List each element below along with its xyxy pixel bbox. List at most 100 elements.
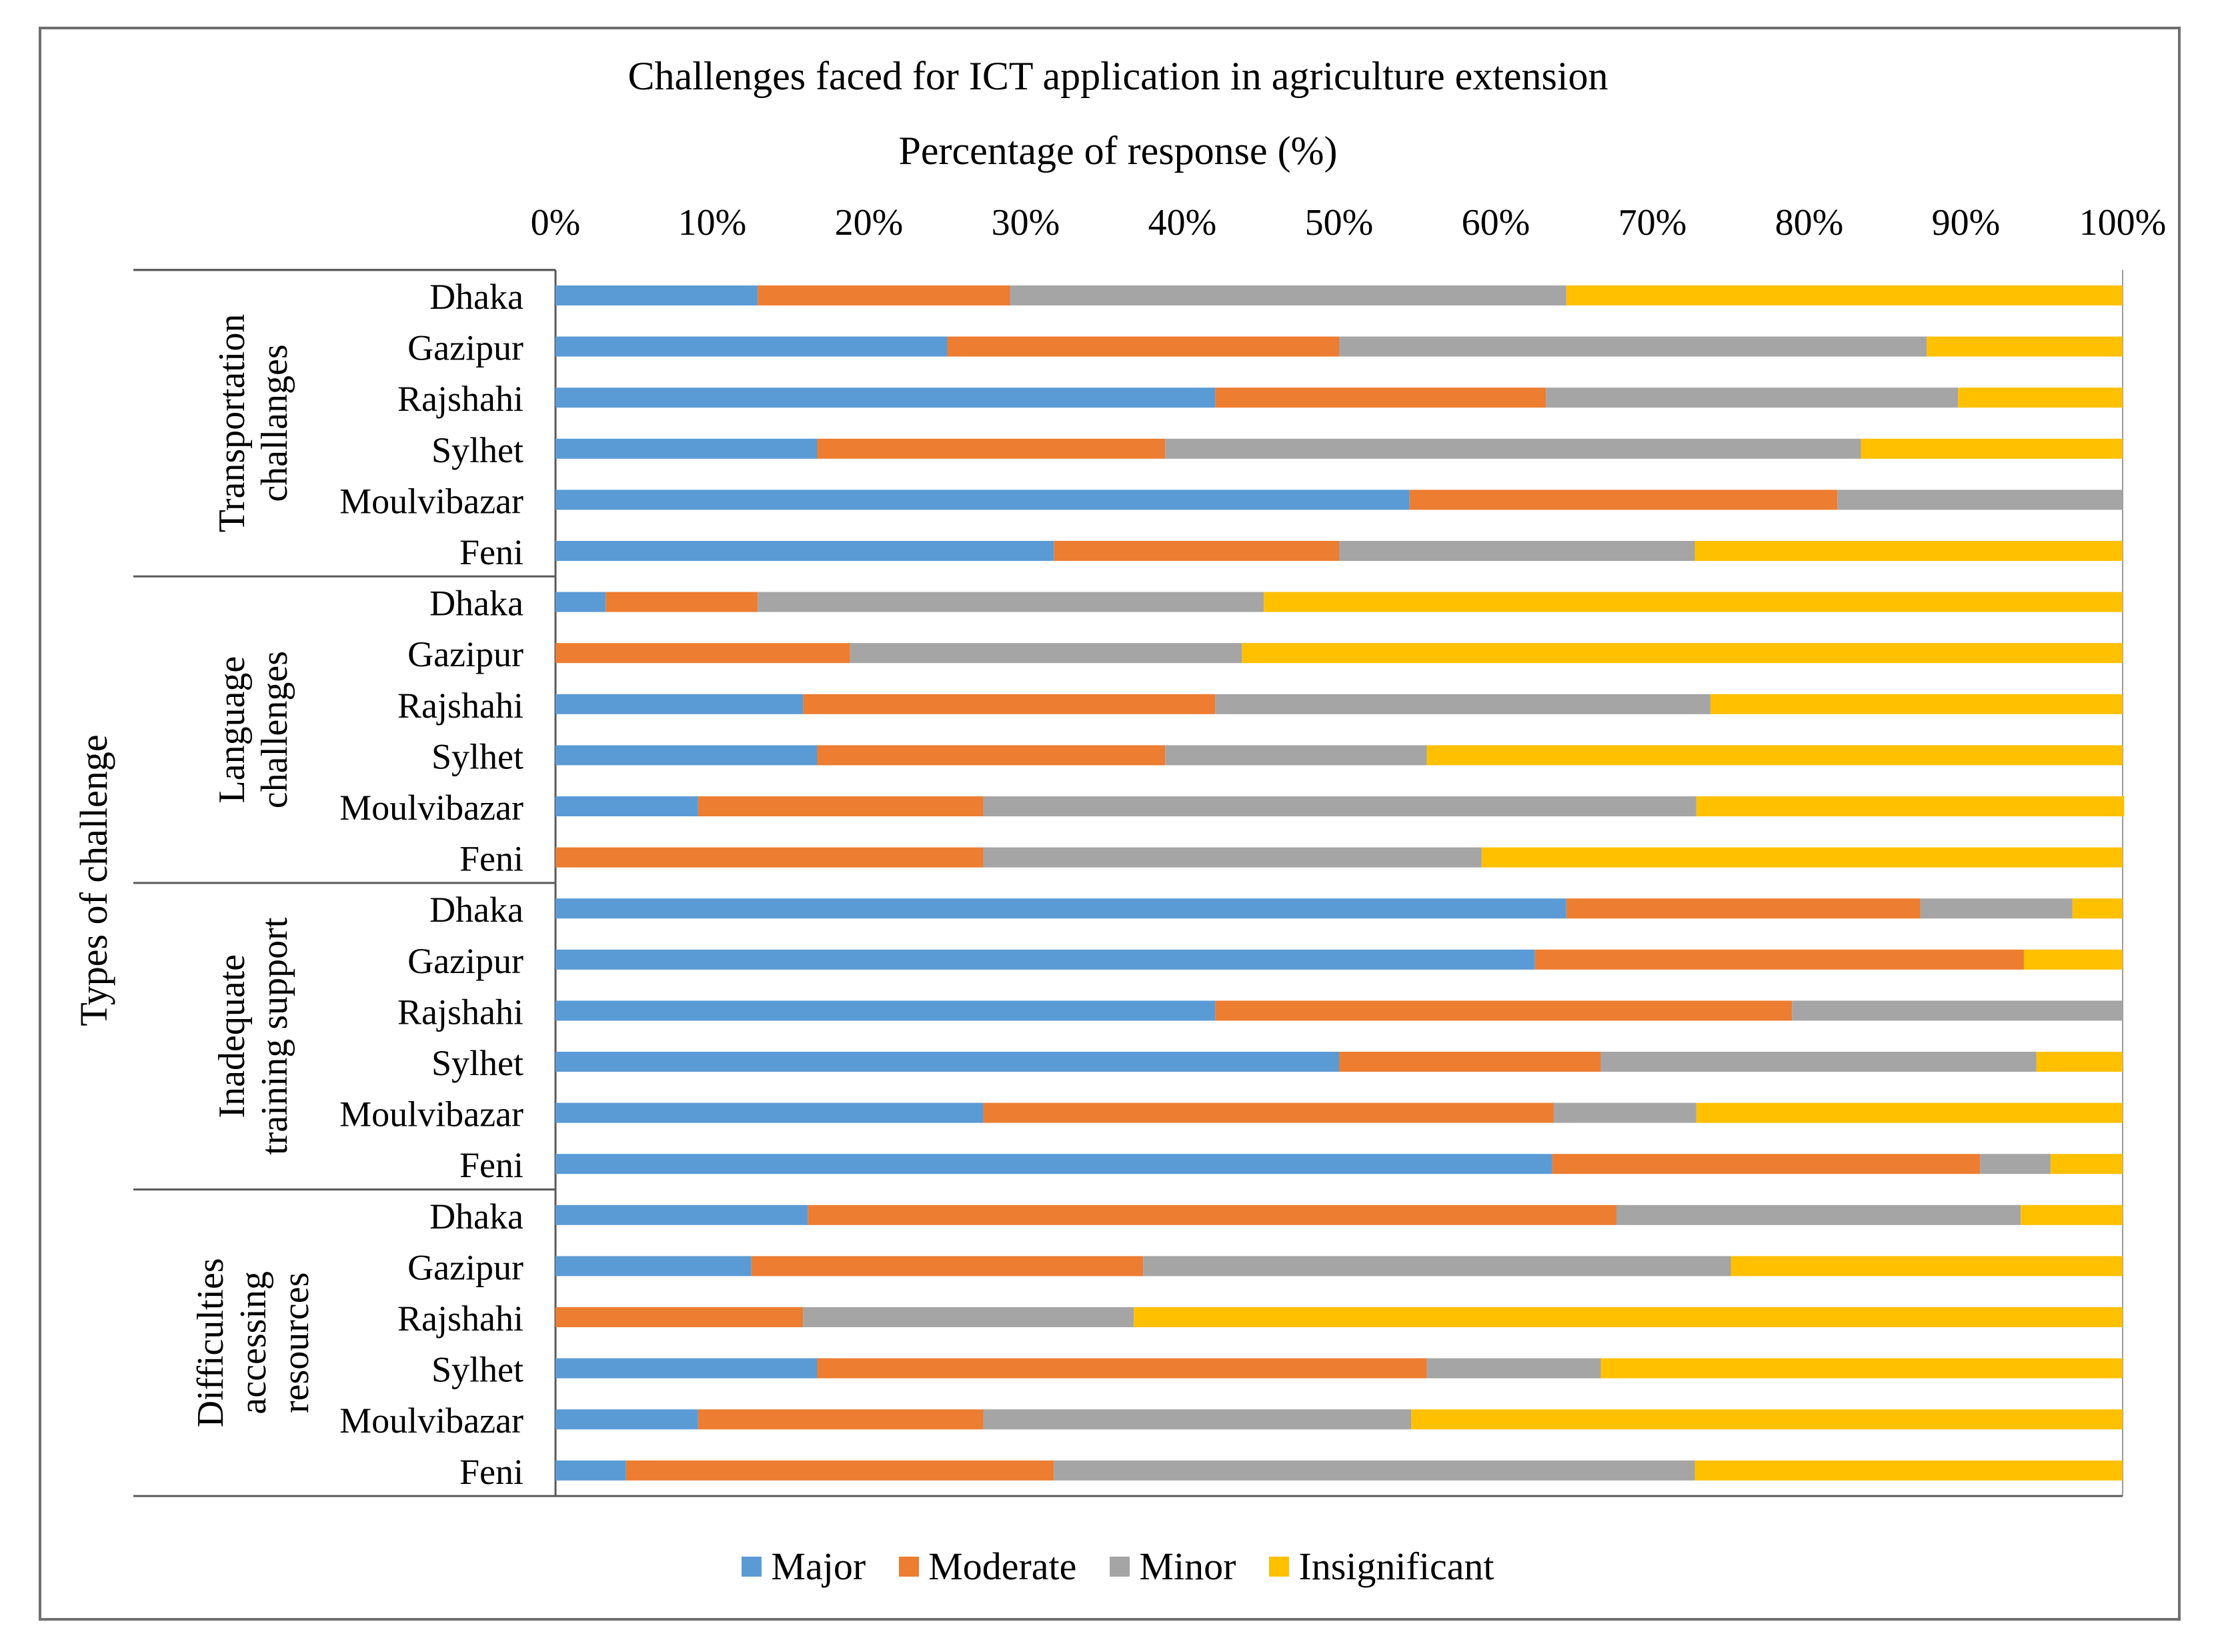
bar-segment-moderate (606, 592, 758, 612)
x-tick-label: 100% (2079, 202, 2167, 243)
x-tick-label: 80% (1775, 202, 1844, 243)
bar-segment-moderate (1215, 387, 1546, 408)
y-tick-label: Dhaka (429, 584, 523, 624)
bar-segment-minor (1920, 898, 2073, 919)
bar-segment-minor (1426, 1358, 1601, 1379)
y-tick-label: Sylhet (431, 736, 523, 776)
bar-segment-minor (1339, 541, 1695, 561)
y-tick-label: Dhaka (429, 1196, 523, 1236)
group-label-line: accessing (233, 1271, 274, 1415)
x-tick-label: 50% (1305, 202, 1374, 243)
legend-item: Insignificant (1269, 1544, 1494, 1589)
group-label-line: training support (254, 917, 295, 1155)
bar-segment-moderate (1339, 1052, 1601, 1072)
bar-segment-insignificant (2050, 1154, 2123, 1174)
bar-segment-insignificant (1566, 285, 2123, 305)
y-tick-label: Gazipur (407, 1247, 523, 1287)
y-tick-label: Dhaka (429, 890, 523, 930)
y-tick-label: Moulvibazar (339, 1094, 523, 1134)
labels-layer: 0% 10% 20% 30% 40% 50% 60% 70% 80% 90% 100% Dhaka Ga… (190, 202, 2166, 1492)
bar-segment-major (555, 387, 1216, 408)
bar-segment-moderate (1552, 1154, 1981, 1174)
bar-segment-major (555, 1460, 626, 1481)
bar-segment-insignificant (1927, 336, 2123, 357)
y-tick-label: Gazipur (407, 328, 523, 368)
bar-segment-major (555, 898, 1566, 919)
bar-segment-moderate (803, 694, 1216, 714)
group-label-line: Language (211, 656, 253, 804)
bar-segment-minor (1546, 387, 1959, 408)
bar-segment-moderate (698, 796, 984, 816)
bar-segment-insignificant (1134, 1307, 2123, 1327)
y-tick-label: Gazipur (407, 634, 523, 674)
legend-item: Minor (1110, 1544, 1236, 1589)
bar-segment-moderate (1566, 898, 1921, 919)
bar-segment-insignificant (1861, 438, 2123, 459)
x-tick-label: 70% (1618, 202, 1687, 243)
bar-segment-major (555, 694, 804, 714)
bar-segment-moderate (555, 1307, 804, 1327)
y-tick-label: Feni (459, 1452, 523, 1492)
bar-segment-minor (1837, 490, 2123, 510)
group-label-line: Inadequate (211, 954, 253, 1118)
legend-item: Major (742, 1544, 866, 1589)
bars-layer (555, 285, 2125, 1481)
x-tick-label: 10% (678, 202, 747, 243)
group-label: Transportationchallanges (211, 314, 295, 533)
x-axis-title: Percentage of response (%) (898, 129, 1338, 173)
bar-segment-insignificant (1242, 643, 2123, 664)
bar-segment-moderate (1409, 490, 1838, 510)
legend-label: Insignificant (1298, 1545, 1494, 1588)
y-tick-label: Feni (459, 839, 523, 879)
bar-segment-moderate (817, 438, 1166, 459)
legend-swatch (742, 1556, 762, 1577)
bar-segment-insignificant (1264, 592, 2123, 612)
bar-segment-minor (1010, 285, 1566, 305)
x-tick-label: 30% (992, 202, 1060, 243)
bar-segment-minor (803, 1307, 1134, 1327)
bar-segment-insignificant (1411, 1409, 2123, 1430)
group-label-line: resources (275, 1273, 317, 1413)
bar-segment-minor (1792, 1000, 2123, 1021)
bar-segment-minor (983, 796, 1697, 816)
bar-segment-insignificant (1426, 745, 2123, 766)
grid-layer (133, 269, 2123, 1497)
x-tick-label: 90% (1932, 202, 2001, 243)
x-tick-label: 40% (1148, 202, 1217, 243)
bar-segment-major (555, 1256, 752, 1277)
y-tick-label: Rajshahi (397, 1299, 523, 1339)
legend-swatch (1110, 1556, 1130, 1577)
bar-segment-major (555, 1154, 1552, 1174)
group-label-line: challanges (254, 344, 295, 502)
bar-segment-major (555, 541, 1054, 561)
bar-segment-insignificant (2036, 1052, 2123, 1072)
bar-segment-minor (850, 643, 1242, 664)
bar-segment-minor (1600, 1052, 2037, 1072)
legend-label: Minor (1139, 1545, 1236, 1588)
bar-segment-major (555, 1000, 1216, 1021)
bar-segment-moderate (947, 336, 1339, 357)
bar-segment-minor (1143, 1256, 1731, 1277)
bar-segment-major (555, 1358, 818, 1379)
bar-segment-major (555, 745, 818, 766)
x-tick-label: 60% (1462, 202, 1530, 243)
y-tick-label: Moulvibazar (339, 788, 523, 828)
bar-segment-minor (1215, 694, 1711, 714)
bar-segment-insignificant (2023, 949, 2123, 970)
bar-segment-major (555, 949, 1535, 970)
bar-segment-insignificant (1710, 694, 2123, 714)
bar-segment-insignificant (1695, 541, 2123, 561)
chart-title: Challenges faced for ICT application in … (628, 54, 1608, 98)
x-tick-label: 0% (531, 202, 581, 243)
bar-segment-insignificant (1958, 387, 2123, 408)
bar-segment-minor (983, 1409, 1412, 1430)
group-label: Inadequatetraining support (211, 917, 295, 1155)
bar-segment-major (555, 438, 818, 459)
bar-segment-major (555, 1102, 984, 1123)
bar-segment-insignificant (2021, 1204, 2123, 1225)
bar-segment-major (555, 336, 948, 357)
y-tick-label: Rajshahi (397, 379, 523, 419)
group-label-line: Transportation (211, 314, 253, 533)
bar-segment-moderate (808, 1204, 1616, 1225)
